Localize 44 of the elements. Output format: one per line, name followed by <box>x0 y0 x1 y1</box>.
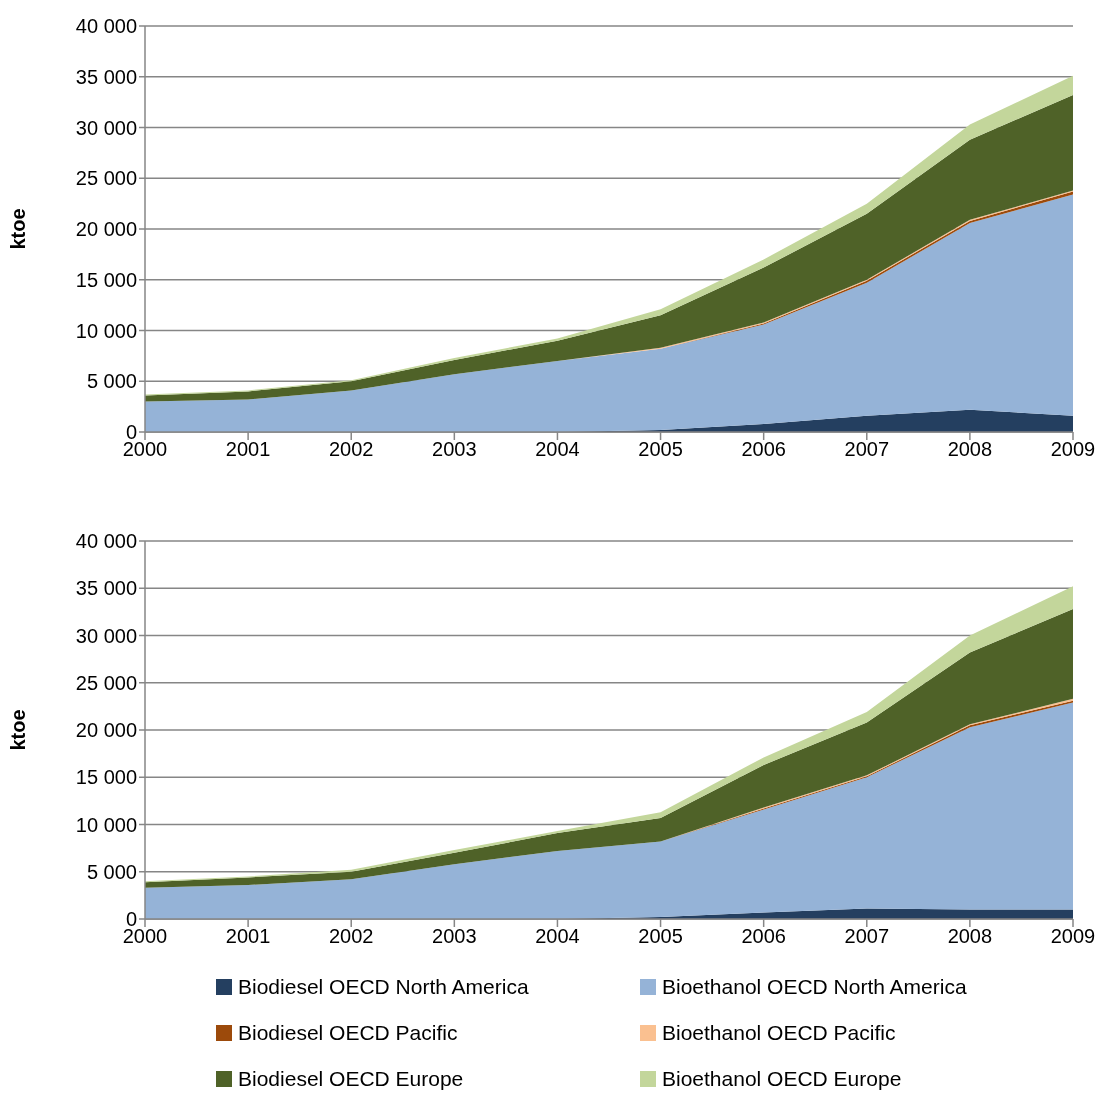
y-tick-label: 10 000 <box>75 813 137 836</box>
y-tick-label: 25 000 <box>75 671 137 694</box>
y-tick-label: 15 000 <box>75 268 137 291</box>
x-tick-label: 2008 <box>947 438 993 461</box>
y-tick-label: 40 000 <box>75 15 137 38</box>
x-tick-label: 2006 <box>741 925 786 948</box>
y-tick-label: 15 000 <box>75 766 137 789</box>
legend-label: Biodiesel OECD Europe <box>238 1067 464 1091</box>
x-tick-label: 2000 <box>122 925 168 948</box>
x-tick-label: 2005 <box>638 925 683 948</box>
x-tick-label: 2002 <box>328 925 374 948</box>
x-tick-label: 2008 <box>947 925 993 948</box>
x-tick-label: 2001 <box>225 438 271 461</box>
x-tick-label: 2003 <box>432 438 477 461</box>
y-tick-label: 40 000 <box>75 530 137 553</box>
y-axis-title: ktoe <box>7 709 30 751</box>
y-axis-title: ktoe <box>7 208 30 250</box>
x-tick-label: 2009 <box>1050 438 1096 461</box>
x-tick-label: 2004 <box>535 438 580 461</box>
y-tick-label: 35 000 <box>75 65 137 88</box>
legend-label: Biodiesel OECD Pacific <box>238 1021 458 1045</box>
y-tick-label: 25 000 <box>75 167 137 190</box>
x-tick-label: 2000 <box>122 438 168 461</box>
x-tick-label: 2006 <box>741 438 786 461</box>
x-tick-label: 2004 <box>535 925 580 948</box>
y-tick-label: 35 000 <box>75 577 137 600</box>
x-tick-label: 2007 <box>844 438 890 461</box>
x-tick-label: 2001 <box>225 925 271 948</box>
legend-label: Biodiesel OECD North America <box>238 975 529 999</box>
y-tick-label: 5 000 <box>86 370 137 393</box>
y-tick-label: 20 000 <box>75 218 137 241</box>
y-tick-label: 5 000 <box>86 860 137 883</box>
x-tick-label: 2002 <box>328 438 374 461</box>
y-tick-label: 20 000 <box>75 719 137 742</box>
x-tick-label: 2003 <box>432 925 477 948</box>
y-tick-label: 30 000 <box>75 116 137 139</box>
x-tick-label: 2009 <box>1050 925 1096 948</box>
legend-label: Bioethanol OECD Europe <box>662 1067 902 1091</box>
y-tick-label: 10 000 <box>75 319 137 342</box>
x-tick-label: 2005 <box>638 438 683 461</box>
y-tick-label: 30 000 <box>75 624 137 647</box>
legend-label: Bioethanol OECD Pacific <box>662 1021 896 1045</box>
x-tick-label: 2007 <box>844 925 890 948</box>
legend-label: Bioethanol OECD North America <box>662 975 967 999</box>
